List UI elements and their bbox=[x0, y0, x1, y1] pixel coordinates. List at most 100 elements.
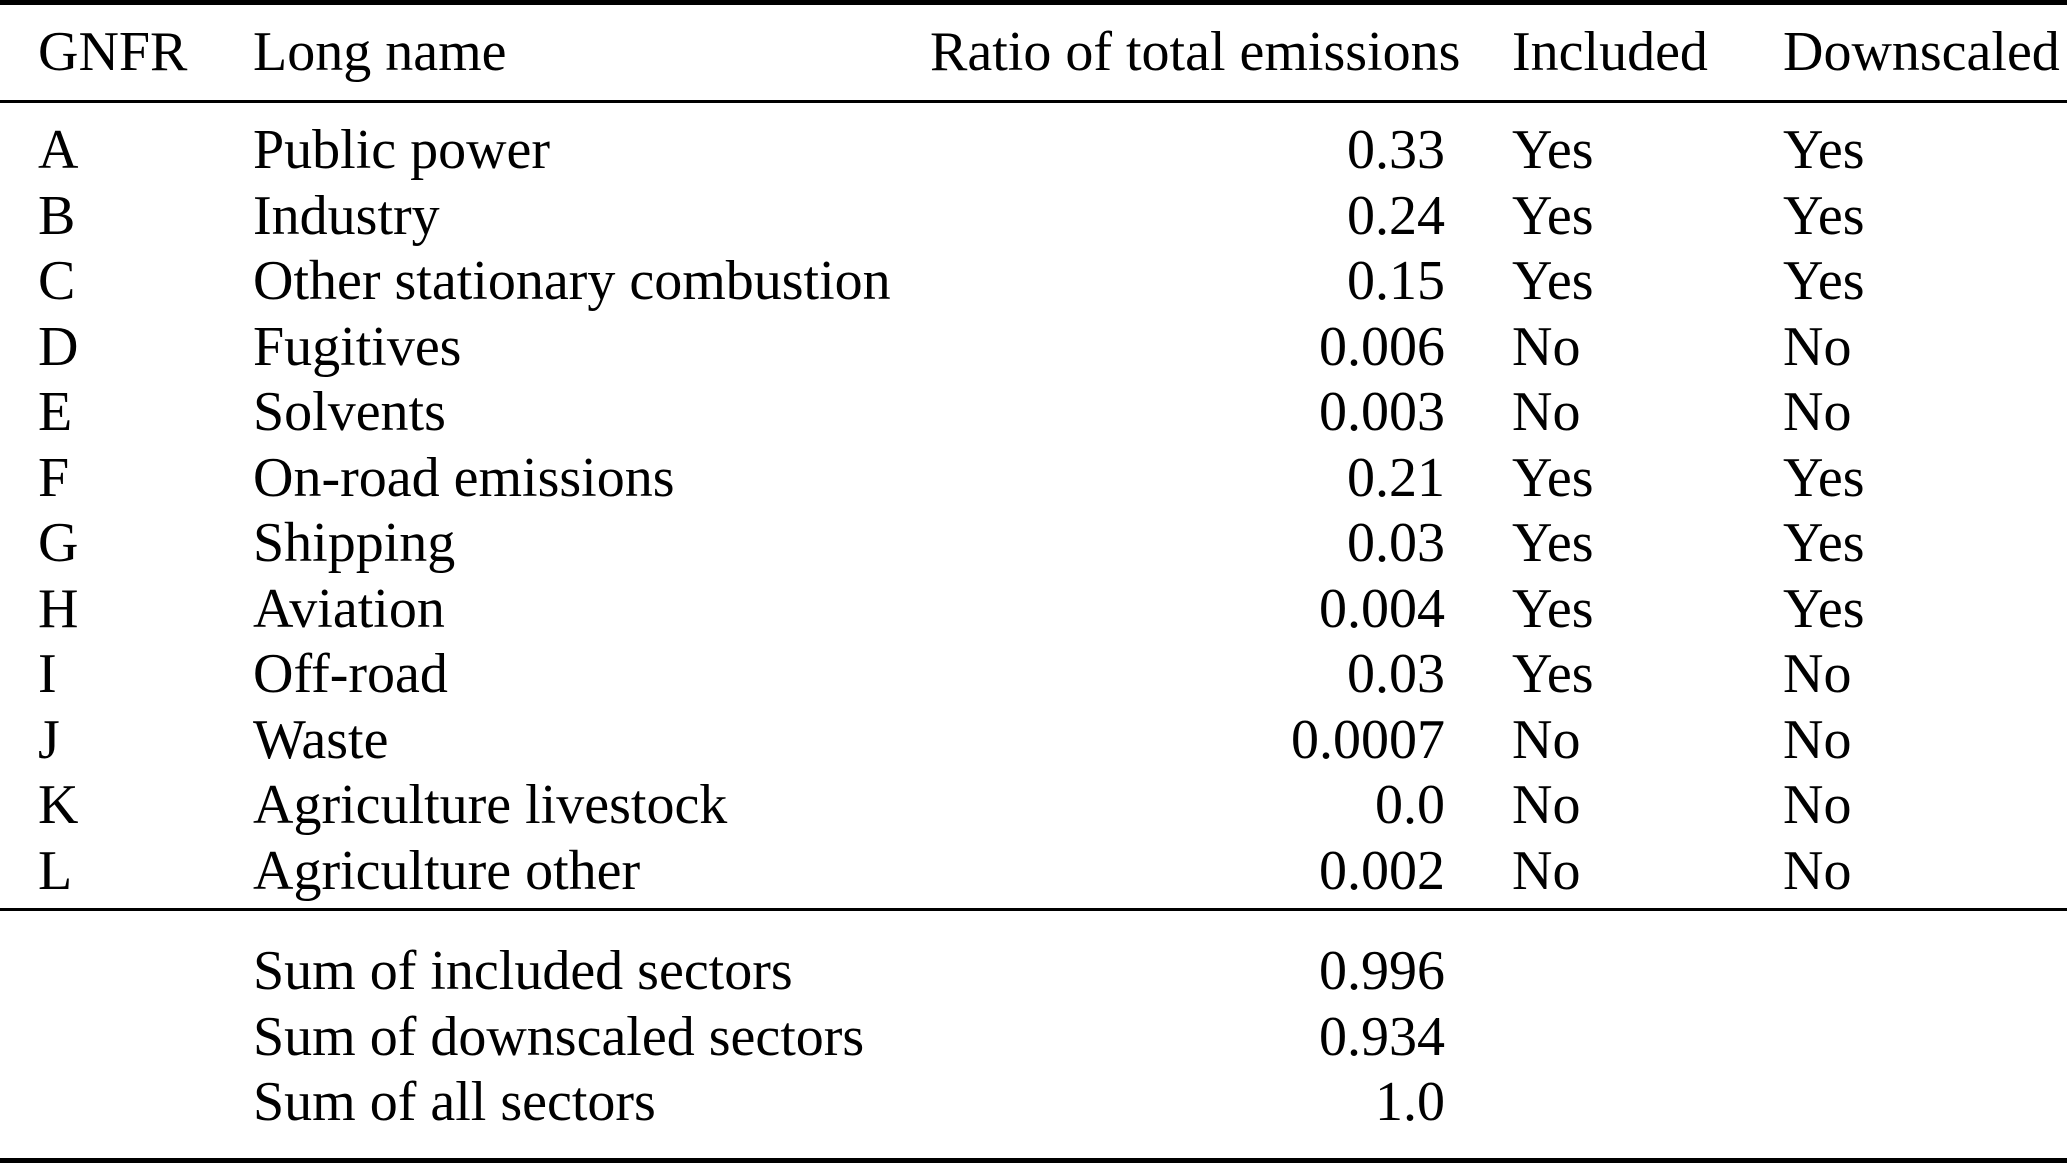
summary-spacer-cell bbox=[0, 1005, 253, 1071]
long-name-cell: Fugitives bbox=[253, 315, 462, 378]
gnfr-cell: K bbox=[38, 774, 79, 836]
table-row: I Off-road 0.03 Yes No bbox=[0, 642, 2067, 708]
included-cell: No bbox=[1512, 708, 1581, 771]
column-header-included: Included bbox=[1512, 21, 1708, 83]
gnfr-cell: D bbox=[38, 315, 79, 378]
included-cell: Yes bbox=[1512, 184, 1594, 247]
summary-spacer-cell bbox=[0, 910, 253, 1005]
downscaled-cell: No bbox=[1783, 708, 1852, 771]
gnfr-cell: A bbox=[38, 119, 79, 181]
summary-empty-cell bbox=[1445, 1070, 1783, 1160]
downscaled-cell: Yes bbox=[1783, 577, 1865, 640]
downscaled-cell: No bbox=[1783, 381, 1852, 443]
long-name-cell: Other stationary combustion bbox=[253, 250, 891, 312]
summary-value-cell: 1.0 bbox=[1375, 1071, 1445, 1133]
table-row: H Aviation 0.004 Yes Yes bbox=[0, 577, 2067, 643]
included-cell: Yes bbox=[1512, 446, 1594, 509]
ratio-cell: 0.33 bbox=[1347, 119, 1445, 181]
table-row: A Public power 0.33 Yes Yes bbox=[0, 102, 2067, 184]
long-name-cell: Waste bbox=[253, 708, 389, 771]
included-cell: No bbox=[1512, 774, 1581, 836]
ratio-cell: 0.003 bbox=[1319, 381, 1445, 443]
ratio-cell: 0.24 bbox=[1347, 184, 1445, 247]
long-name-cell: Shipping bbox=[253, 512, 456, 574]
long-name-cell: Aviation bbox=[253, 577, 445, 640]
ratio-cell: 0.004 bbox=[1319, 577, 1445, 640]
table-body: A Public power 0.33 Yes Yes B Industry 0… bbox=[0, 102, 2067, 910]
table-row: J Waste 0.0007 No No bbox=[0, 708, 2067, 774]
ratio-cell: 0.15 bbox=[1347, 250, 1445, 312]
downscaled-cell: Yes bbox=[1783, 184, 1865, 247]
column-header-gnfr: GNFR bbox=[38, 21, 188, 83]
downscaled-cell: Yes bbox=[1783, 119, 1865, 181]
gnfr-cell: B bbox=[38, 184, 76, 247]
summary-empty-cell bbox=[1783, 910, 2067, 1005]
gnfr-cell: C bbox=[38, 250, 76, 312]
header-row: GNFR Long name Ratio of total emissions … bbox=[0, 3, 2067, 102]
ratio-cell: 0.21 bbox=[1347, 446, 1445, 509]
downscaled-cell: Yes bbox=[1783, 512, 1865, 574]
gnfr-cell: L bbox=[38, 839, 73, 902]
table-row: G Shipping 0.03 Yes Yes bbox=[0, 511, 2067, 577]
summary-label-cell: Sum of downscaled sectors bbox=[253, 1005, 865, 1068]
gnfr-cell: J bbox=[38, 708, 60, 771]
table-row: L Agriculture other 0.002 No No bbox=[0, 839, 2067, 910]
long-name-cell: Industry bbox=[253, 184, 440, 247]
summary-value-cell: 0.934 bbox=[1319, 1005, 1445, 1068]
summary-row: Sum of included sectors 0.996 bbox=[0, 910, 2067, 1005]
downscaled-cell: No bbox=[1783, 774, 1852, 836]
downscaled-cell: No bbox=[1783, 643, 1852, 705]
summary-label-cell: Sum of all sectors bbox=[253, 1071, 656, 1133]
included-cell: Yes bbox=[1512, 119, 1594, 181]
downscaled-cell: Yes bbox=[1783, 250, 1865, 312]
summary-label-cell: Sum of included sectors bbox=[253, 940, 793, 1002]
included-cell: Yes bbox=[1512, 512, 1594, 574]
included-cell: Yes bbox=[1512, 643, 1594, 705]
column-header-downscaled: Downscaled bbox=[1783, 21, 2060, 83]
long-name-cell: Solvents bbox=[253, 381, 446, 443]
summary-empty-cell bbox=[1445, 910, 1783, 1005]
column-header-long-name: Long name bbox=[253, 21, 507, 83]
table-row: B Industry 0.24 Yes Yes bbox=[0, 184, 2067, 250]
table-row: D Fugitives 0.006 No No bbox=[0, 315, 2067, 381]
long-name-cell: Off-road bbox=[253, 643, 448, 705]
summary-empty-cell bbox=[1783, 1070, 2067, 1160]
ratio-cell: 0.03 bbox=[1347, 512, 1445, 574]
gnfr-cell: E bbox=[38, 381, 73, 443]
table-row: E Solvents 0.003 No No bbox=[0, 380, 2067, 446]
gnfr-cell: F bbox=[38, 446, 70, 509]
included-cell: Yes bbox=[1512, 250, 1594, 312]
ratio-cell: 0.03 bbox=[1347, 643, 1445, 705]
included-cell: No bbox=[1512, 315, 1581, 378]
summary-spacer-cell bbox=[0, 1070, 253, 1160]
gnfr-cell: I bbox=[38, 643, 57, 705]
downscaled-cell: No bbox=[1783, 315, 1852, 378]
table-row: F On-road emissions 0.21 Yes Yes bbox=[0, 446, 2067, 512]
summary-value-cell: 0.996 bbox=[1319, 940, 1445, 1002]
summary-empty-cell bbox=[1445, 1005, 1783, 1071]
gnfr-cell: H bbox=[38, 577, 79, 640]
ratio-cell: 0.0007 bbox=[1291, 708, 1445, 771]
table-summary: Sum of included sectors 0.996 Sum of dow… bbox=[0, 910, 2067, 1161]
gnfr-cell: G bbox=[38, 512, 79, 574]
table-header: GNFR Long name Ratio of total emissions … bbox=[0, 3, 2067, 102]
ratio-cell: 0.002 bbox=[1319, 839, 1445, 902]
table-row: K Agriculture livestock 0.0 No No bbox=[0, 773, 2067, 839]
summary-row: Sum of downscaled sectors 0.934 bbox=[0, 1005, 2067, 1071]
column-header-ratio: Ratio of total emissions bbox=[930, 21, 1461, 83]
long-name-cell: Agriculture other bbox=[253, 839, 641, 902]
long-name-cell: Public power bbox=[253, 119, 551, 181]
summary-row: Sum of all sectors 1.0 bbox=[0, 1070, 2067, 1160]
ratio-cell: 0.0 bbox=[1375, 774, 1445, 836]
included-cell: No bbox=[1512, 839, 1581, 902]
included-cell: Yes bbox=[1512, 577, 1594, 640]
ratio-cell: 0.006 bbox=[1319, 315, 1445, 378]
long-name-cell: On-road emissions bbox=[253, 446, 675, 509]
downscaled-cell: Yes bbox=[1783, 446, 1865, 509]
summary-empty-cell bbox=[1783, 1005, 2067, 1071]
long-name-cell: Agriculture livestock bbox=[253, 774, 728, 836]
downscaled-cell: No bbox=[1783, 839, 1852, 902]
included-cell: No bbox=[1512, 381, 1581, 443]
